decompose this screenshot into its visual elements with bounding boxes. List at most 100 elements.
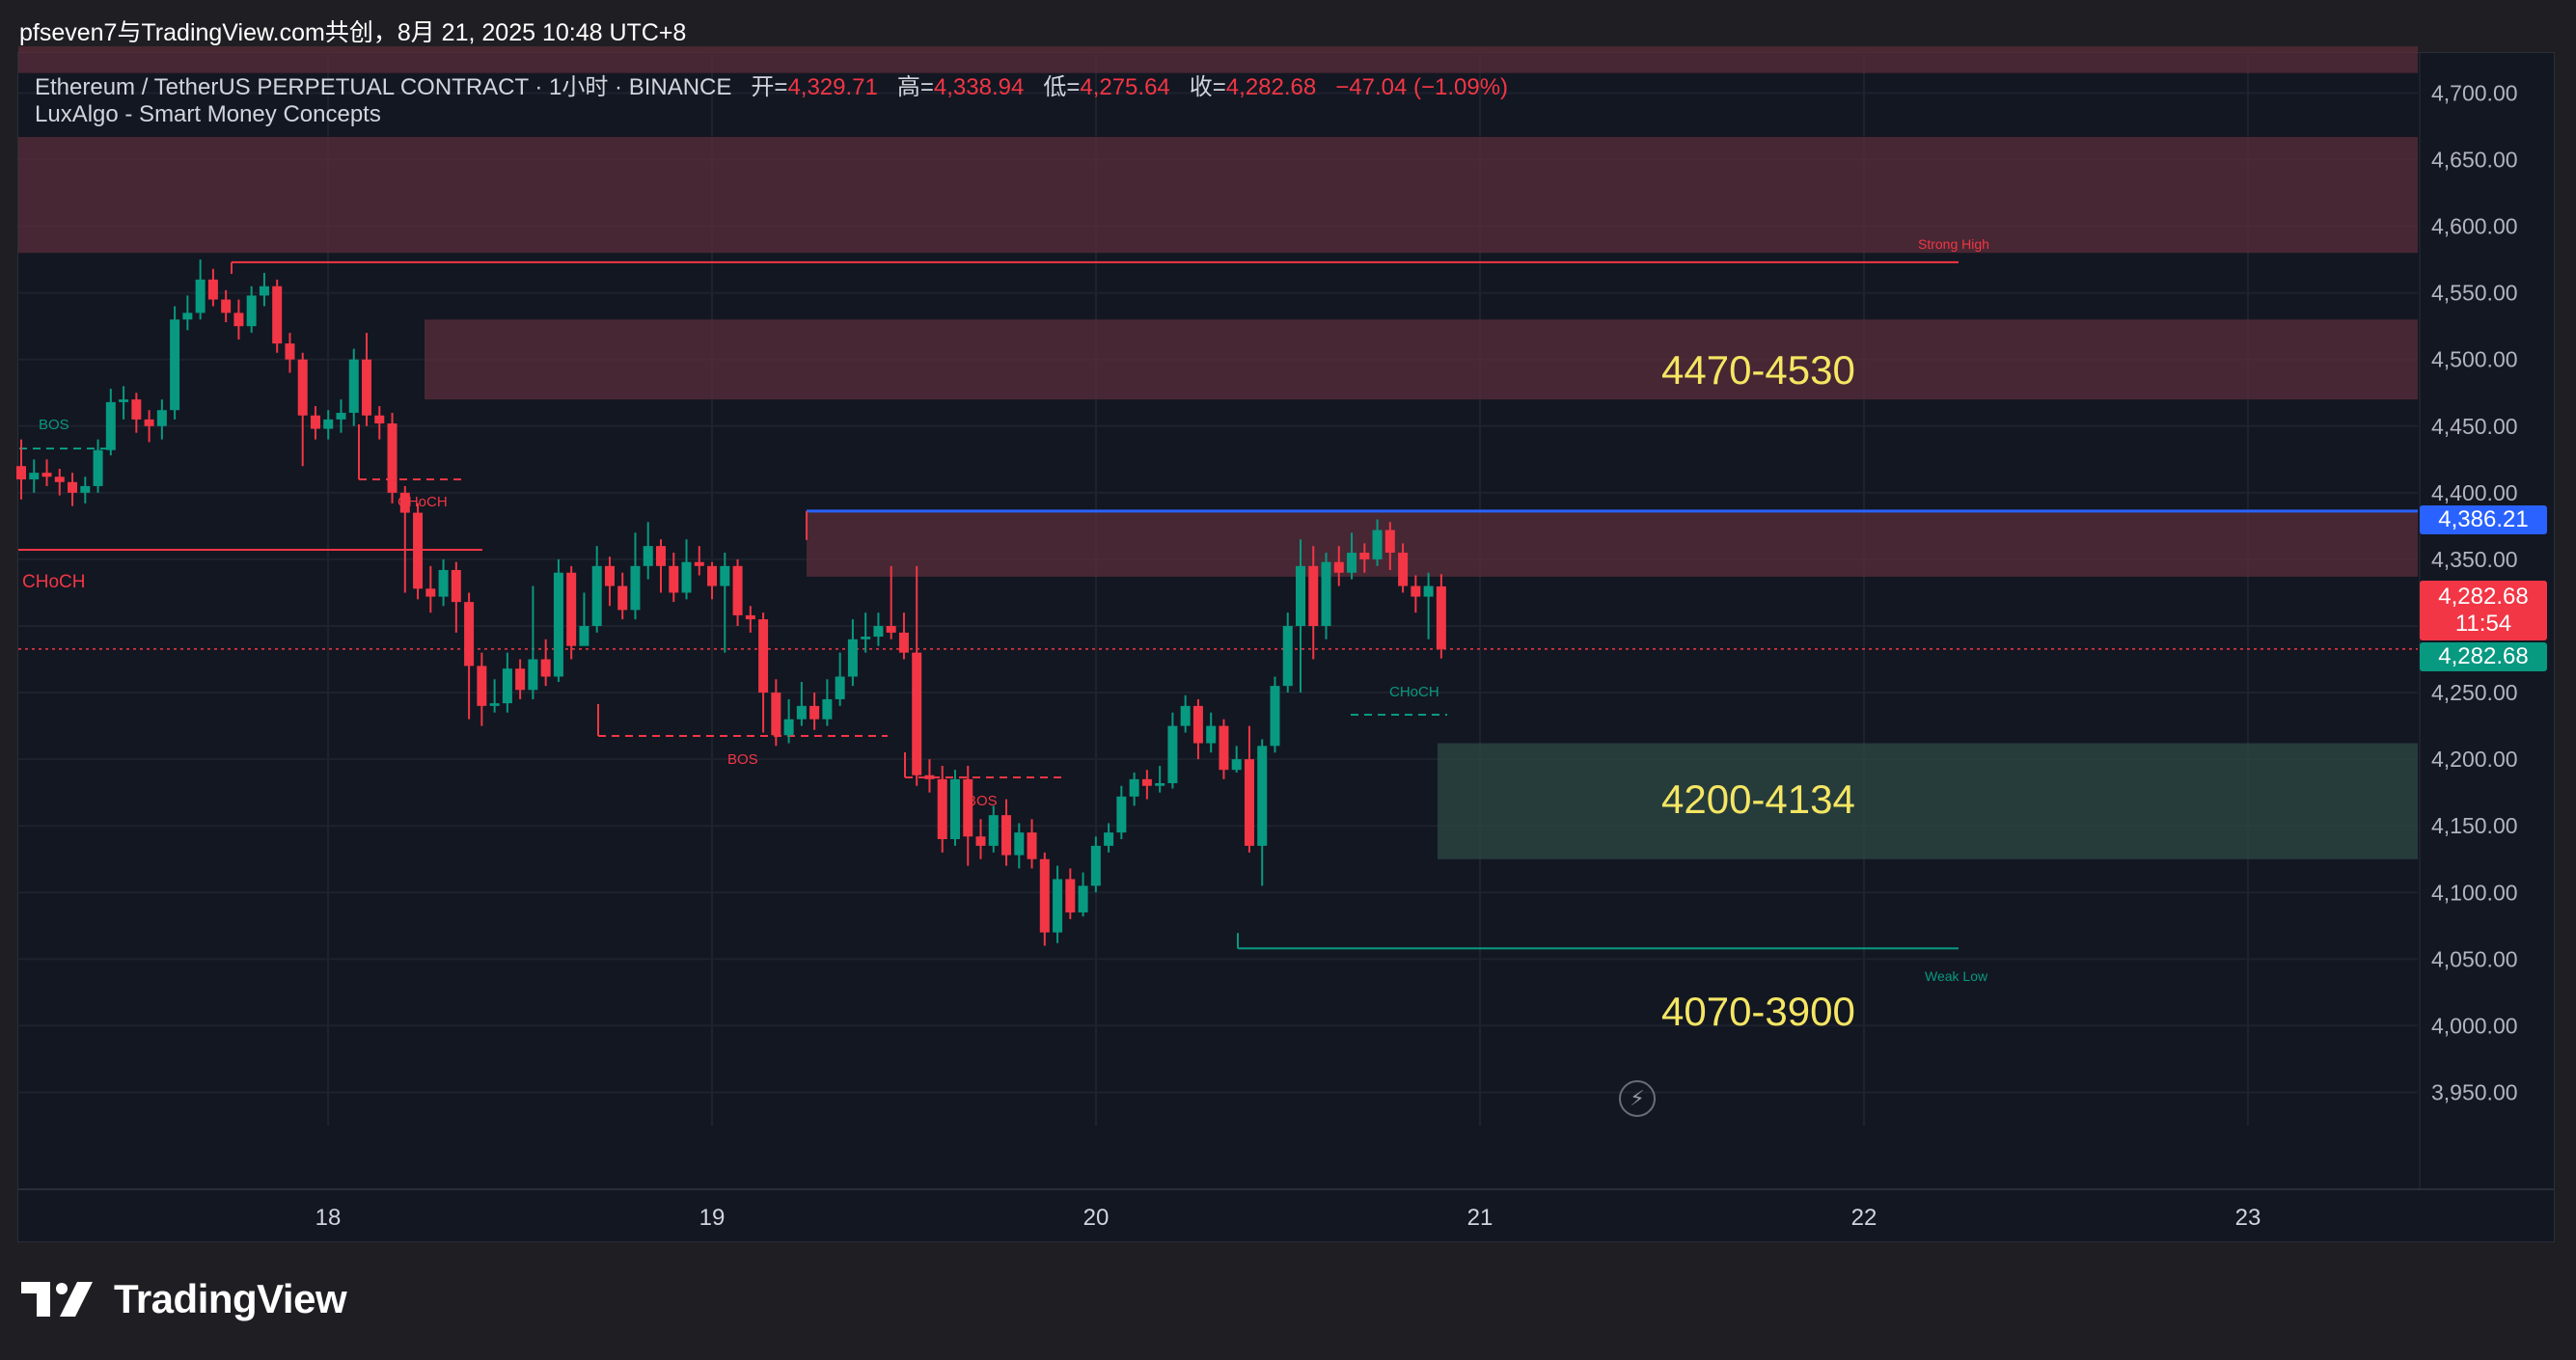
candle-body bbox=[515, 668, 526, 691]
y-tick-label: 4,550.00 bbox=[2431, 281, 2518, 306]
y-tick-label: 4,700.00 bbox=[2431, 80, 2518, 105]
high-label: 高= bbox=[896, 74, 934, 100]
candle-body bbox=[1321, 561, 1331, 626]
candle-body bbox=[413, 512, 424, 589]
y-tick-label: 4,250.00 bbox=[2431, 680, 2518, 705]
candle-body bbox=[41, 473, 52, 477]
candle-body bbox=[1296, 565, 1305, 626]
candle-body bbox=[105, 401, 116, 450]
candle-body bbox=[579, 625, 589, 646]
zone-demand bbox=[1438, 743, 2418, 859]
symbol-name: Ethereum / TetherUS PERPETUAL CONTRACT ·… bbox=[35, 74, 732, 100]
open-value: 4,329.71 bbox=[787, 74, 878, 100]
candle-body bbox=[591, 565, 602, 626]
candle-body bbox=[1436, 585, 1446, 649]
zone-supply bbox=[18, 137, 2418, 254]
candle-body bbox=[988, 815, 999, 846]
x-tick-label: 23 bbox=[2235, 1205, 2261, 1231]
x-tick-label: 20 bbox=[1083, 1205, 1110, 1231]
candle-body bbox=[233, 313, 244, 327]
candle-body bbox=[771, 693, 781, 736]
candle-body bbox=[464, 602, 475, 666]
y-tick-label: 4,200.00 bbox=[2431, 747, 2518, 772]
green-price-tag: 4,282.68 bbox=[2420, 642, 2547, 671]
candle-body bbox=[362, 359, 372, 416]
zone-supply bbox=[18, 46, 2418, 73]
indicator-legend[interactable]: LuxAlgo - Smart Money Concepts bbox=[35, 101, 381, 127]
candle-body bbox=[809, 705, 820, 720]
candle-body bbox=[861, 637, 871, 639]
candle-body bbox=[1244, 759, 1254, 846]
candle-body bbox=[144, 419, 154, 426]
candle-body bbox=[1372, 530, 1383, 559]
candle-body bbox=[221, 299, 232, 313]
zone-label-middle: 4200-4134 bbox=[1661, 776, 1855, 822]
candle-body bbox=[425, 588, 436, 597]
candle-body bbox=[1090, 845, 1101, 886]
close-value: 4,282.68 bbox=[1225, 74, 1317, 100]
candlestick-chart[interactable]: Strong High Weak Low CHoCH CHoCH CHoCH BOS BOS… bbox=[0, 0, 2576, 1244]
bos-label-2: BOS bbox=[967, 793, 998, 809]
tradingview-wordmark: TradingView bbox=[114, 1276, 347, 1321]
y-tick-label: 4,650.00 bbox=[2431, 148, 2518, 173]
candle-body bbox=[1155, 782, 1165, 786]
change-value: −47.04 (−1.09%) bbox=[1335, 74, 1509, 100]
last-price-tag: 4,282.68 11:54 bbox=[2420, 581, 2547, 640]
candle-body bbox=[528, 659, 538, 691]
candle-body bbox=[489, 703, 500, 706]
candle-body bbox=[1116, 796, 1127, 833]
y-tick-label: 4,500.00 bbox=[2431, 347, 2518, 372]
tradingview-logo[interactable]: TradingView bbox=[21, 1275, 347, 1323]
candle-body bbox=[617, 585, 628, 611]
x-tick-label: 18 bbox=[315, 1205, 342, 1231]
y-tick-label: 4,600.00 bbox=[2431, 214, 2518, 239]
candle-body bbox=[323, 419, 334, 429]
candle-body bbox=[1270, 686, 1280, 747]
candle-body bbox=[694, 561, 704, 566]
choch-mid-label: CHoCH bbox=[397, 494, 448, 510]
candle-body bbox=[681, 561, 692, 593]
last-price-value: 4,282.68 bbox=[2438, 584, 2529, 610]
candle-body bbox=[259, 286, 269, 296]
lightning-icon[interactable]: ⚡ bbox=[1619, 1080, 1656, 1117]
candle-body bbox=[898, 632, 909, 653]
choch-green-label: CHoCH bbox=[1389, 684, 1439, 700]
candle-body bbox=[387, 423, 397, 493]
candle-body bbox=[643, 546, 653, 566]
candle-body bbox=[1423, 585, 1434, 597]
low-label: 低= bbox=[1043, 74, 1081, 100]
candle-body bbox=[1180, 705, 1191, 726]
candle-body bbox=[438, 569, 449, 597]
candle-body bbox=[886, 625, 896, 633]
candle-body bbox=[1053, 879, 1063, 933]
candle-body bbox=[1027, 832, 1037, 859]
candle-body bbox=[310, 415, 320, 429]
candle-body bbox=[272, 286, 283, 344]
candle-body bbox=[131, 399, 142, 420]
tradingview-mark-icon bbox=[21, 1282, 100, 1317]
candle-body bbox=[924, 775, 935, 779]
candle-body bbox=[540, 659, 551, 677]
candle-body bbox=[80, 485, 91, 493]
candle-body bbox=[822, 698, 833, 720]
candle-body bbox=[732, 565, 743, 615]
y-tick-label: 4,100.00 bbox=[2431, 880, 2518, 905]
candle-body bbox=[796, 705, 807, 720]
symbol-legend[interactable]: Ethereum / TetherUS PERPETUAL CONTRACT ·… bbox=[35, 68, 1508, 101]
open-label: 开= bbox=[751, 74, 788, 100]
candle-body bbox=[246, 295, 257, 327]
countdown-value: 11:54 bbox=[2454, 611, 2512, 637]
top-bar: pfseven7与TradingView.com共创，8月 21, 2025 1… bbox=[0, 0, 2576, 52]
candle-body bbox=[873, 625, 884, 638]
candle-body bbox=[912, 652, 922, 775]
footer bbox=[0, 1244, 2576, 1360]
bos-left-label: BOS bbox=[39, 417, 69, 433]
candle-body bbox=[170, 319, 180, 411]
candle-body bbox=[451, 569, 461, 603]
candle-body bbox=[29, 473, 40, 480]
candle-body bbox=[1104, 832, 1114, 846]
candle-body bbox=[93, 449, 103, 486]
candle-body bbox=[54, 476, 65, 482]
candle-body bbox=[1308, 565, 1319, 626]
candle-body bbox=[963, 778, 973, 837]
